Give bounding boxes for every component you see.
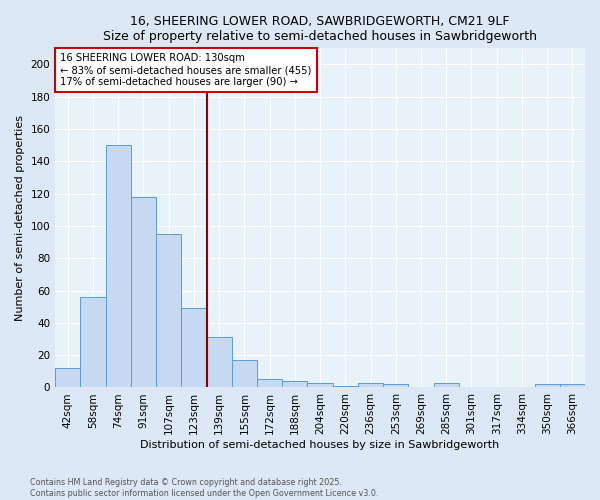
- Title: 16, SHEERING LOWER ROAD, SAWBRIDGEWORTH, CM21 9LF
Size of property relative to s: 16, SHEERING LOWER ROAD, SAWBRIDGEWORTH,…: [103, 15, 537, 43]
- Bar: [282, 381, 307, 388]
- Bar: [232, 360, 257, 388]
- Bar: [358, 382, 383, 388]
- Text: Contains HM Land Registry data © Crown copyright and database right 2025.
Contai: Contains HM Land Registry data © Crown c…: [30, 478, 379, 498]
- Bar: [206, 338, 232, 388]
- Bar: [434, 382, 459, 388]
- Bar: [106, 145, 131, 388]
- Text: 16 SHEERING LOWER ROAD: 130sqm
← 83% of semi-detached houses are smaller (455)
1: 16 SHEERING LOWER ROAD: 130sqm ← 83% of …: [61, 54, 312, 86]
- Y-axis label: Number of semi-detached properties: Number of semi-detached properties: [15, 115, 25, 321]
- X-axis label: Distribution of semi-detached houses by size in Sawbridgeworth: Distribution of semi-detached houses by …: [140, 440, 500, 450]
- Bar: [55, 368, 80, 388]
- Bar: [257, 380, 282, 388]
- Bar: [307, 382, 332, 388]
- Bar: [383, 384, 409, 388]
- Bar: [332, 386, 358, 388]
- Bar: [80, 297, 106, 388]
- Bar: [181, 308, 206, 388]
- Bar: [131, 197, 156, 388]
- Bar: [560, 384, 585, 388]
- Bar: [156, 234, 181, 388]
- Bar: [535, 384, 560, 388]
